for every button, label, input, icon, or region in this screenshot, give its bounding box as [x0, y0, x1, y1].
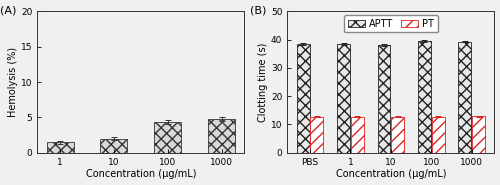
X-axis label: Concentration (μg/mL): Concentration (μg/mL): [336, 169, 446, 179]
Bar: [46, 142, 74, 153]
Bar: [458, 42, 471, 153]
Text: (B): (B): [250, 6, 266, 16]
Bar: [310, 117, 324, 153]
Y-axis label: Hemolysis (%): Hemolysis (%): [8, 47, 18, 117]
Bar: [432, 117, 444, 153]
Bar: [378, 45, 390, 153]
Legend: APTT, PT: APTT, PT: [344, 15, 438, 33]
Bar: [208, 119, 235, 153]
Text: (A): (A): [0, 6, 16, 16]
Bar: [337, 44, 350, 153]
X-axis label: Concentration (μg/mL): Concentration (μg/mL): [86, 169, 196, 179]
Bar: [154, 122, 181, 153]
Bar: [100, 139, 128, 153]
Bar: [418, 41, 431, 153]
Y-axis label: Clotting time (s): Clotting time (s): [258, 42, 268, 122]
Bar: [296, 44, 310, 153]
Bar: [392, 117, 404, 153]
Bar: [472, 116, 485, 153]
Bar: [351, 117, 364, 153]
